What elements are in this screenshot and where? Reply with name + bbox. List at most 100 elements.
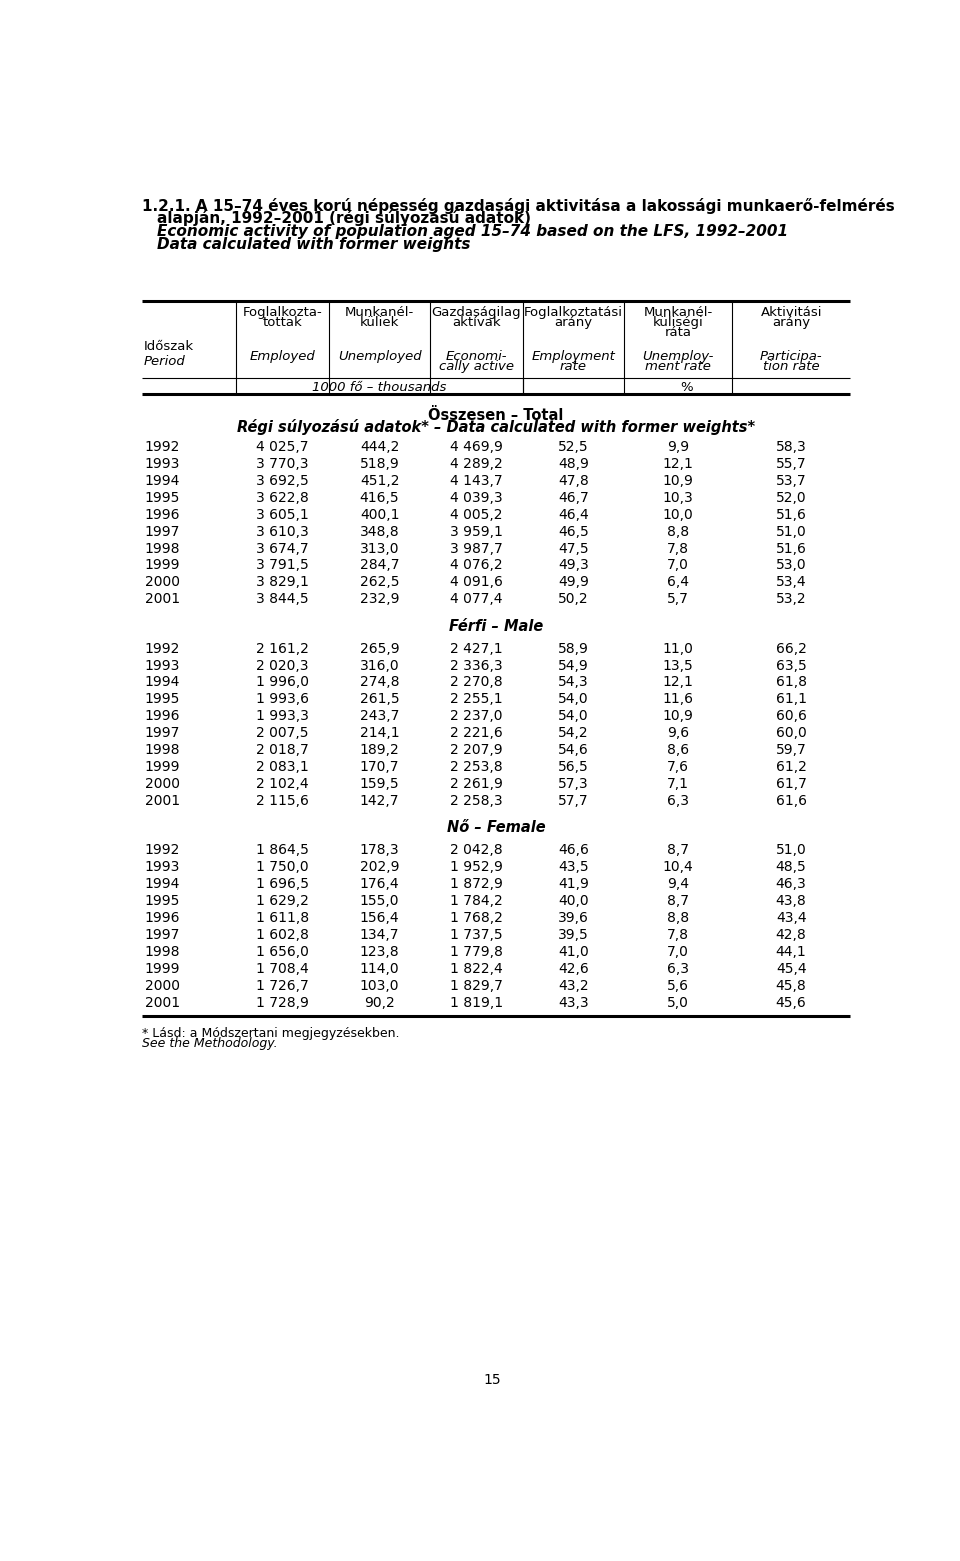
Text: 8,8: 8,8: [667, 524, 689, 539]
Text: Munkanél-: Munkanél-: [345, 306, 415, 318]
Text: 1 629,2: 1 629,2: [256, 894, 309, 909]
Text: 52,5: 52,5: [558, 440, 588, 454]
Text: 1 611,8: 1 611,8: [256, 912, 309, 926]
Text: 60,0: 60,0: [776, 726, 806, 740]
Text: 1.2.1. A 15–74 éves korú népesség gazdasági aktivitása a lakossági munkaerő-felm: 1.2.1. A 15–74 éves korú népesség gazdas…: [142, 198, 895, 214]
Text: 189,2: 189,2: [360, 743, 399, 757]
Text: 56,5: 56,5: [558, 760, 588, 774]
Text: 39,6: 39,6: [558, 912, 588, 926]
Text: 45,6: 45,6: [776, 996, 806, 1010]
Text: 313,0: 313,0: [360, 542, 399, 556]
Text: 1 779,8: 1 779,8: [450, 944, 503, 958]
Text: 60,6: 60,6: [776, 709, 806, 723]
Text: 90,2: 90,2: [364, 996, 395, 1010]
Text: Időszak: Időszak: [144, 340, 194, 353]
Text: 2001: 2001: [145, 996, 180, 1010]
Text: cally active: cally active: [439, 359, 514, 373]
Text: 39,5: 39,5: [558, 929, 588, 941]
Text: 43,4: 43,4: [776, 912, 806, 926]
Text: 48,5: 48,5: [776, 860, 806, 874]
Text: 2 102,4: 2 102,4: [256, 777, 309, 791]
Text: Data calculated with former weights: Data calculated with former weights: [157, 237, 470, 253]
Text: 4 039,3: 4 039,3: [450, 490, 503, 504]
Text: 1994: 1994: [145, 676, 180, 690]
Text: 1995: 1995: [145, 490, 180, 504]
Text: 5,0: 5,0: [667, 996, 689, 1010]
Text: 348,8: 348,8: [360, 524, 399, 539]
Text: 2 042,8: 2 042,8: [450, 843, 503, 857]
Text: 159,5: 159,5: [360, 777, 399, 791]
Text: 4 289,2: 4 289,2: [450, 457, 503, 471]
Text: Economi-: Economi-: [445, 350, 507, 362]
Text: 2001: 2001: [145, 592, 180, 606]
Text: 46,5: 46,5: [558, 524, 588, 539]
Text: Unemployed: Unemployed: [338, 350, 421, 362]
Text: 3 959,1: 3 959,1: [450, 524, 503, 539]
Text: 2 270,8: 2 270,8: [450, 676, 503, 690]
Text: 176,4: 176,4: [360, 877, 399, 891]
Text: 518,9: 518,9: [360, 457, 399, 471]
Text: 48,9: 48,9: [558, 457, 588, 471]
Text: 51,0: 51,0: [776, 524, 806, 539]
Text: 451,2: 451,2: [360, 473, 399, 487]
Text: 3 610,3: 3 610,3: [256, 524, 309, 539]
Text: 1 728,9: 1 728,9: [256, 996, 309, 1010]
Text: 1 768,2: 1 768,2: [450, 912, 503, 926]
Text: 10,9: 10,9: [662, 473, 693, 487]
Text: 51,6: 51,6: [776, 542, 806, 556]
Text: 1 656,0: 1 656,0: [256, 944, 309, 958]
Text: 63,5: 63,5: [776, 659, 806, 673]
Text: 1 952,9: 1 952,9: [450, 860, 503, 874]
Text: 9,9: 9,9: [667, 440, 689, 454]
Text: Unemploy-: Unemploy-: [642, 350, 713, 362]
Text: 4 025,7: 4 025,7: [256, 440, 309, 454]
Text: Aktivitási: Aktivitási: [760, 306, 822, 318]
Text: 1 696,5: 1 696,5: [256, 877, 309, 891]
Text: Period: Period: [144, 356, 186, 368]
Text: 232,9: 232,9: [360, 592, 399, 606]
Text: 3 829,1: 3 829,1: [256, 576, 309, 590]
Text: 41,9: 41,9: [558, 877, 588, 891]
Text: 10,3: 10,3: [662, 490, 693, 504]
Text: tion rate: tion rate: [763, 359, 820, 373]
Text: 2 221,6: 2 221,6: [450, 726, 503, 740]
Text: Gazdaságilag: Gazdaságilag: [432, 306, 521, 318]
Text: 1 822,4: 1 822,4: [450, 962, 503, 976]
Text: Employed: Employed: [250, 350, 316, 362]
Text: 3 674,7: 3 674,7: [256, 542, 309, 556]
Text: 57,7: 57,7: [558, 795, 588, 809]
Text: 170,7: 170,7: [360, 760, 399, 774]
Text: 61,8: 61,8: [776, 676, 806, 690]
Text: 2 083,1: 2 083,1: [256, 760, 309, 774]
Text: Nő – Female: Nő – Female: [446, 820, 545, 835]
Text: 2 258,3: 2 258,3: [450, 795, 503, 809]
Text: 1 819,1: 1 819,1: [450, 996, 503, 1010]
Text: 1 602,8: 1 602,8: [256, 929, 309, 941]
Text: 3 791,5: 3 791,5: [256, 559, 309, 573]
Text: Economic activity of population aged 15–74 based on the LFS, 1992–2001: Economic activity of population aged 15–…: [157, 225, 788, 239]
Text: 53,2: 53,2: [776, 592, 806, 606]
Text: 9,6: 9,6: [667, 726, 689, 740]
Text: 49,9: 49,9: [558, 576, 588, 590]
Text: 2 255,1: 2 255,1: [450, 693, 503, 707]
Text: 1 993,6: 1 993,6: [256, 693, 309, 707]
Text: 2 161,2: 2 161,2: [256, 642, 309, 656]
Text: 54,2: 54,2: [558, 726, 588, 740]
Text: 7,8: 7,8: [667, 542, 689, 556]
Text: 2000: 2000: [145, 979, 180, 993]
Text: 3 605,1: 3 605,1: [256, 507, 309, 521]
Text: Participa-: Participa-: [759, 350, 823, 362]
Text: 47,5: 47,5: [558, 542, 588, 556]
Text: 4 076,2: 4 076,2: [450, 559, 503, 573]
Text: 6,4: 6,4: [667, 576, 689, 590]
Text: 274,8: 274,8: [360, 676, 399, 690]
Text: 1996: 1996: [145, 507, 180, 521]
Text: 5,6: 5,6: [667, 979, 689, 993]
Text: 46,4: 46,4: [558, 507, 588, 521]
Text: 261,5: 261,5: [360, 693, 399, 707]
Text: 45,8: 45,8: [776, 979, 806, 993]
Text: 61,6: 61,6: [776, 795, 806, 809]
Text: 12,1: 12,1: [662, 676, 693, 690]
Text: 7,1: 7,1: [667, 777, 689, 791]
Text: 1997: 1997: [145, 726, 180, 740]
